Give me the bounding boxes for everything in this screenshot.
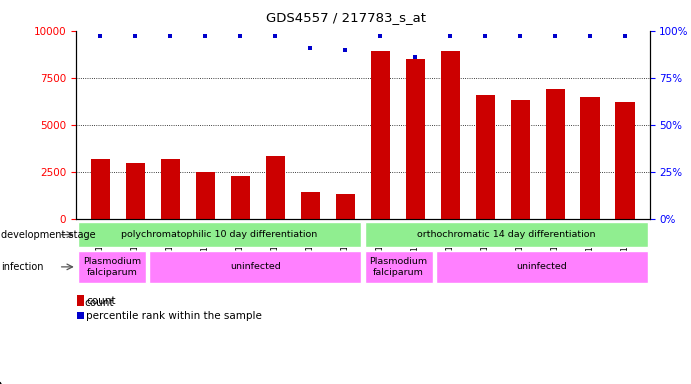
Bar: [365, 222, 647, 247]
Point: [620, 33, 631, 40]
Text: percentile rank within the sample: percentile rank within the sample: [86, 311, 263, 321]
Text: Plasmodium
falciparum: Plasmodium falciparum: [83, 257, 141, 276]
Text: development stage: development stage: [1, 230, 96, 240]
Bar: [78, 222, 361, 247]
Point: [340, 46, 351, 53]
Bar: [370, 51, 390, 219]
Bar: [475, 95, 495, 219]
Point: [305, 45, 316, 51]
Text: count: count: [86, 296, 116, 306]
Bar: [336, 194, 355, 219]
Bar: [126, 163, 145, 219]
Point: [375, 33, 386, 40]
Text: polychromatophilic 10 day differentiation: polychromatophilic 10 day differentiatio…: [121, 230, 318, 239]
Point: [235, 33, 246, 40]
Bar: [231, 175, 250, 219]
Point: [585, 33, 596, 40]
Text: uninfected: uninfected: [230, 262, 281, 271]
Point: [445, 33, 456, 40]
Text: infection: infection: [1, 262, 44, 272]
Bar: [365, 251, 433, 283]
Point: [549, 33, 560, 40]
Point: [269, 33, 281, 40]
Bar: [441, 51, 460, 219]
Bar: [78, 251, 146, 283]
Point: [515, 33, 526, 40]
Point: [480, 33, 491, 40]
Text: count: count: [84, 298, 114, 308]
Point: [410, 54, 421, 60]
Bar: [436, 251, 647, 283]
Bar: [616, 102, 634, 219]
Point: [165, 33, 176, 40]
Bar: [196, 172, 215, 219]
Bar: [161, 159, 180, 219]
Bar: [91, 159, 110, 219]
Point: [95, 33, 106, 40]
Point: [130, 33, 141, 40]
Bar: [149, 251, 361, 283]
Text: orthochromatic 14 day differentiation: orthochromatic 14 day differentiation: [417, 230, 596, 239]
Text: Plasmodium
falciparum: Plasmodium falciparum: [370, 257, 428, 276]
Bar: [511, 100, 530, 219]
Bar: [301, 192, 320, 219]
Bar: [545, 89, 565, 219]
Text: uninfected: uninfected: [517, 262, 567, 271]
Point: [200, 33, 211, 40]
Bar: [580, 96, 600, 219]
Text: GDS4557 / 217783_s_at: GDS4557 / 217783_s_at: [265, 12, 426, 25]
Bar: [266, 156, 285, 219]
Bar: [406, 59, 425, 219]
